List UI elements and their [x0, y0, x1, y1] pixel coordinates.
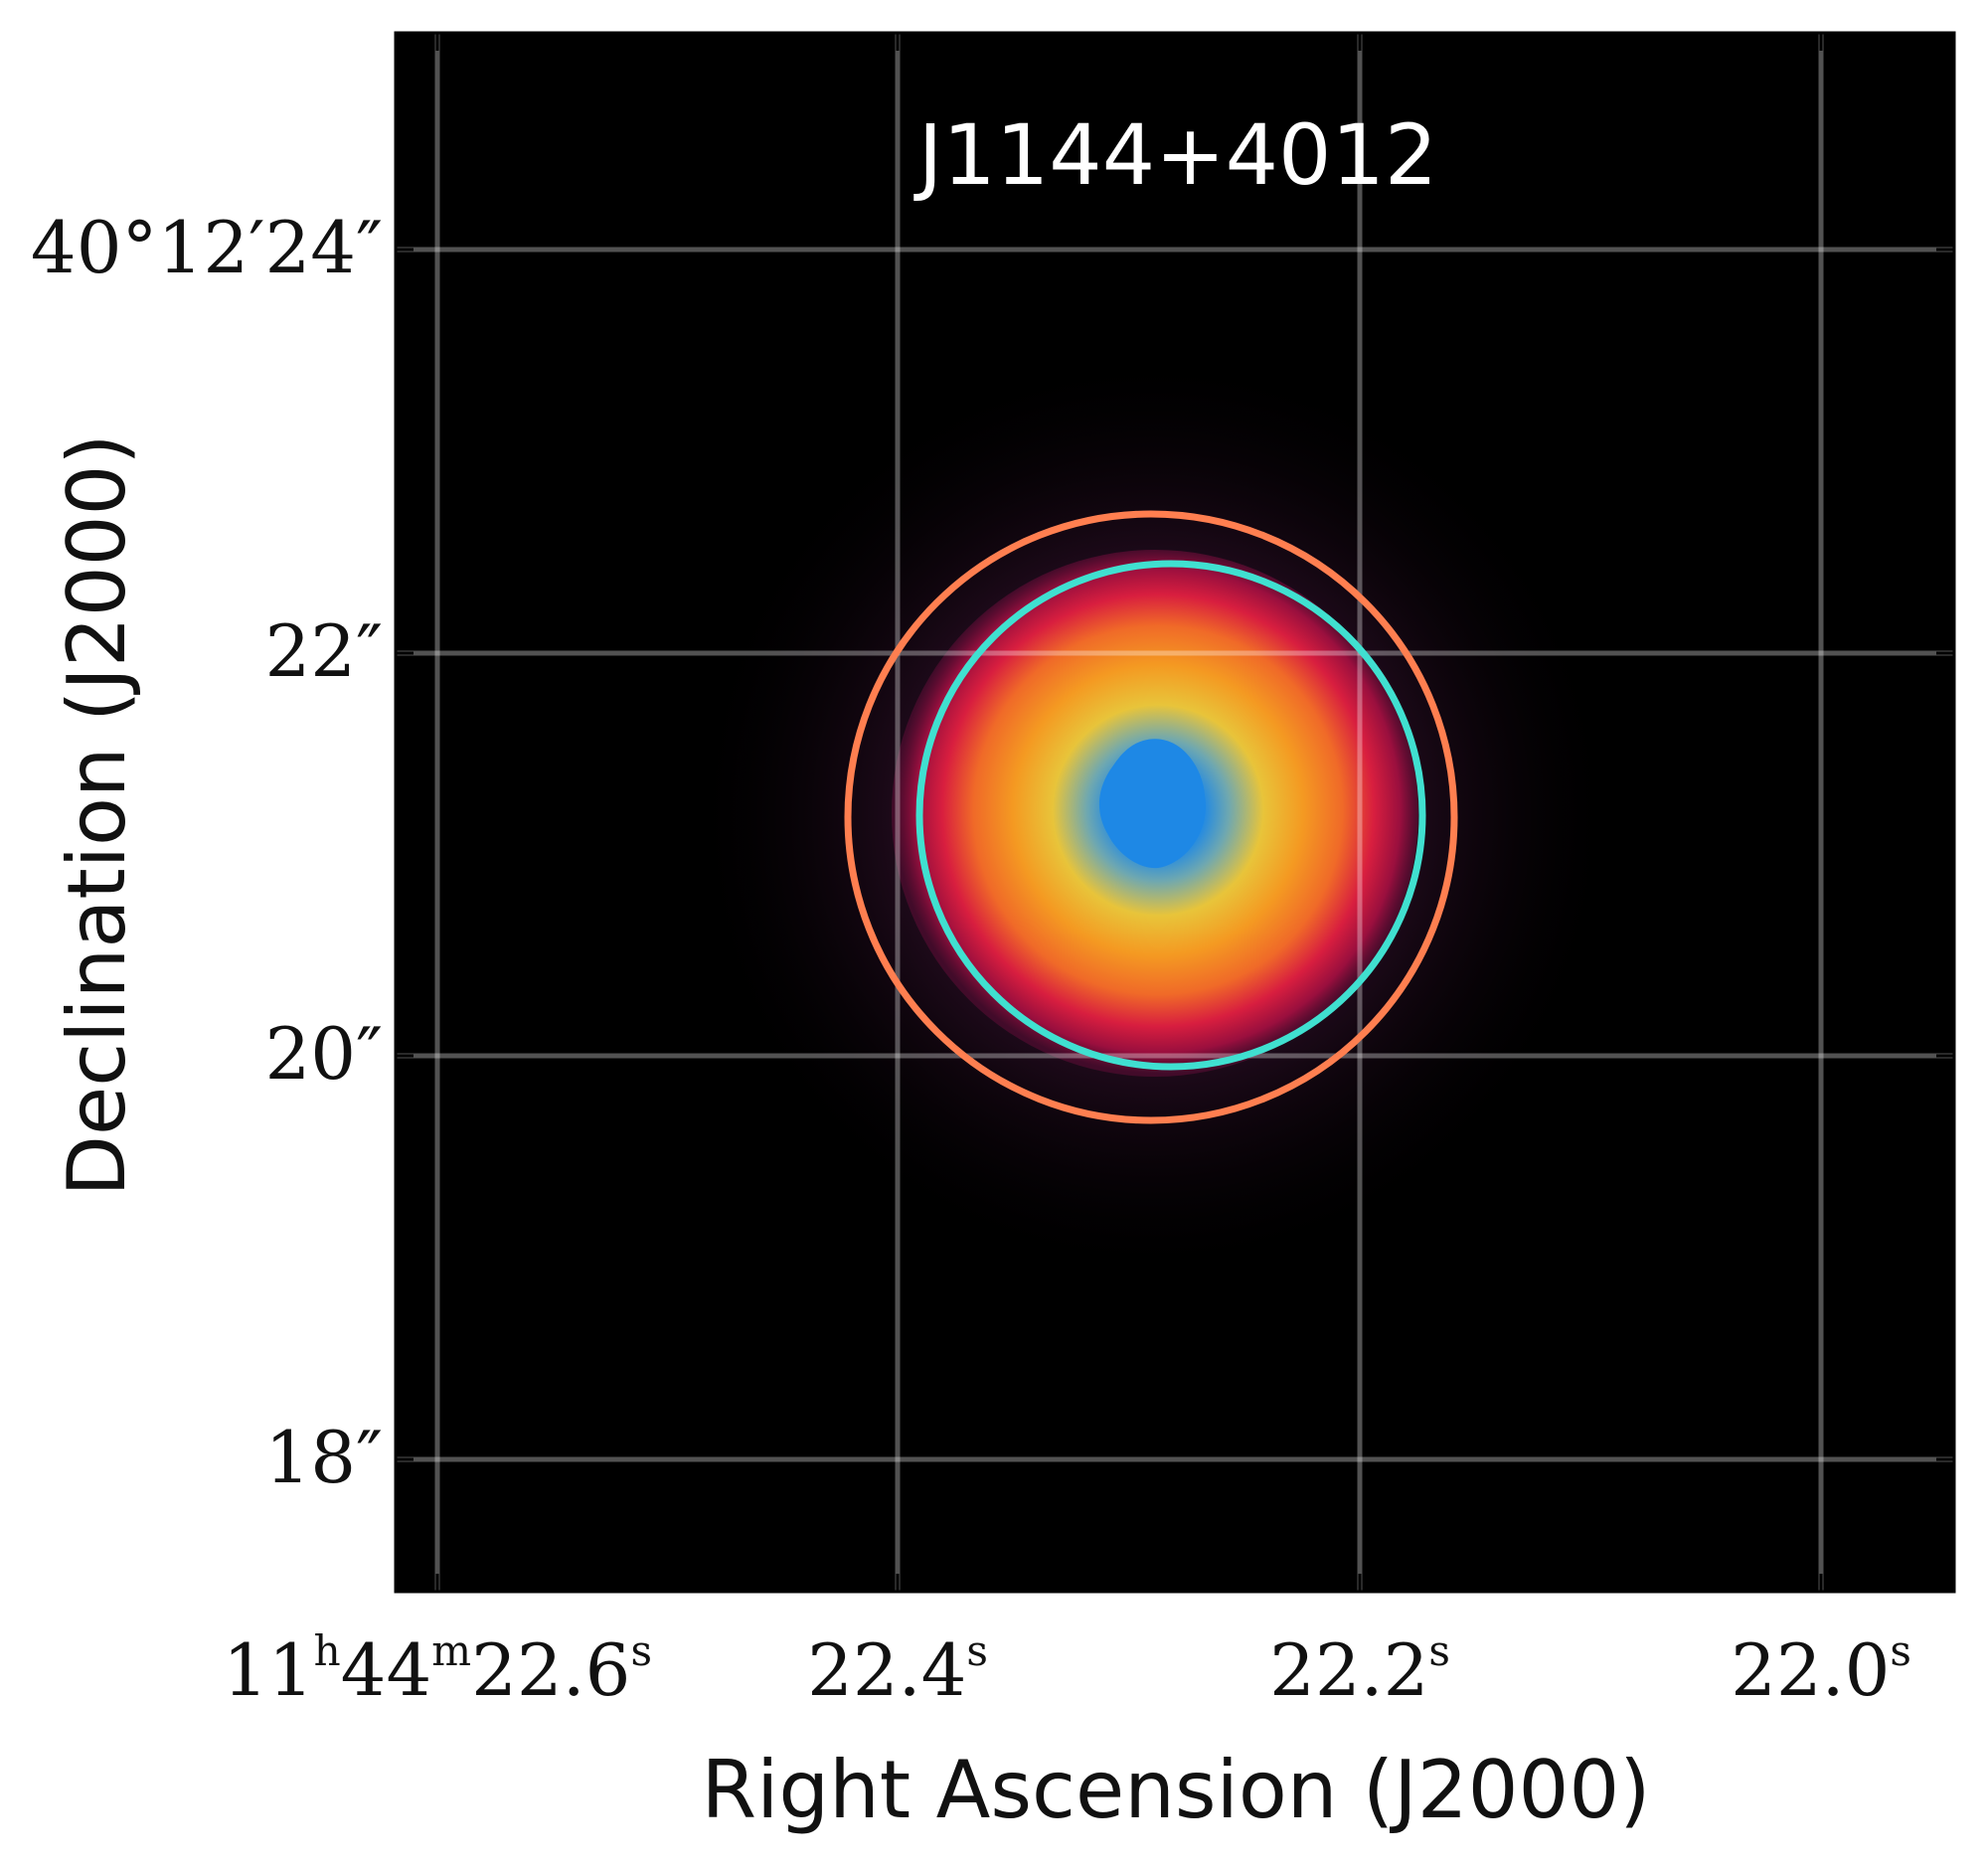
y-tick-label: 18″ [264, 1416, 383, 1499]
x-tick-label: 22.2s [1269, 1626, 1450, 1712]
grid-lines [396, 33, 1954, 1592]
x-axis-label: Right Ascension (J2000) [702, 1744, 1651, 1836]
y-axis-label: Declination (J2000) [51, 433, 143, 1196]
plot-frame [394, 31, 1956, 1594]
tick-marks [396, 33, 1954, 1592]
x-tick-label: 11h44m22.6s [223, 1626, 652, 1712]
y-tick-labels: 40°12′24″ 22″ 20″ 18″ [31, 206, 383, 1499]
inner-aperture-circle [915, 560, 1426, 1071]
plot-title: J1144+4012 [913, 106, 1438, 204]
outer-aperture-circle [844, 510, 1458, 1124]
y-tick-label: 22″ [264, 609, 383, 693]
y-tick-label: 40°12′24″ [31, 206, 383, 289]
x-tick-labels: 11h44m22.6s 22.4s 22.2s 22.0s [223, 1626, 1911, 1712]
y-tick-label: 20″ [264, 1012, 383, 1096]
x-tick-label: 22.0s [1731, 1626, 1911, 1712]
source-core [1098, 739, 1206, 869]
x-tick-label: 22.4s [807, 1626, 988, 1712]
